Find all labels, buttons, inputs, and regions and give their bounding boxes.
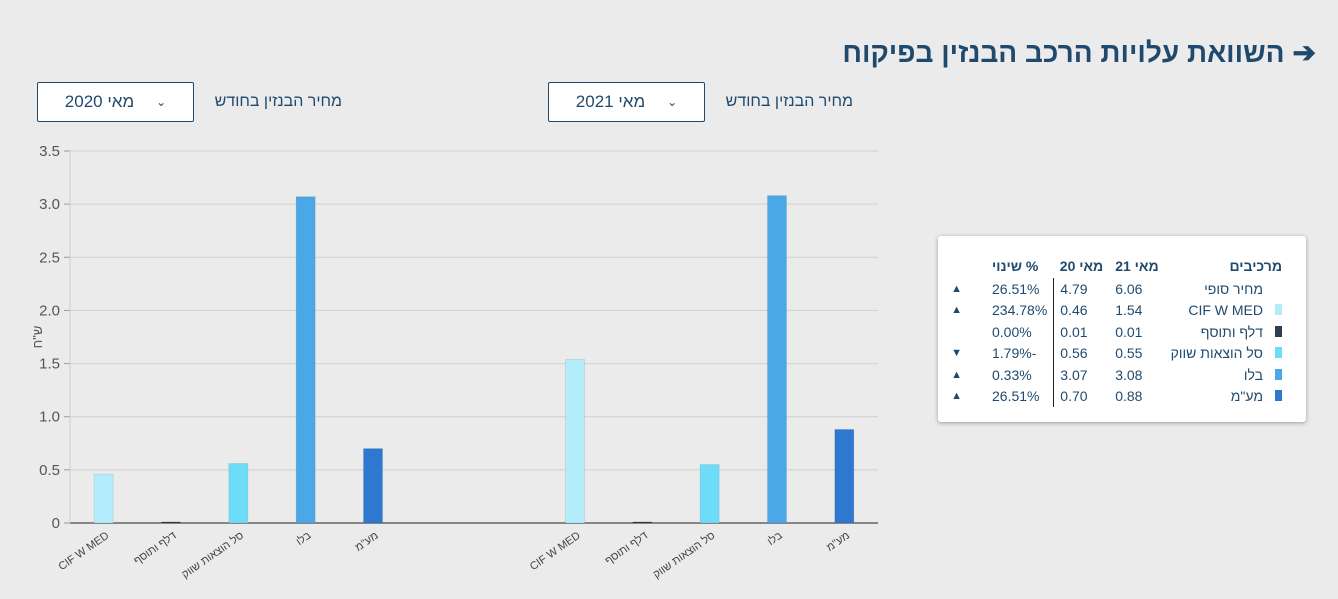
month-select-current[interactable]: מאי 2021 ⌄ — [548, 82, 705, 122]
legend-row: דלף ותוסף 0.01 0.01 0.00% — [941, 321, 1288, 343]
bar[interactable] — [699, 464, 720, 524]
x-tick-label: CIF W MED — [528, 530, 583, 574]
y-tick-label: 0.5 — [39, 462, 60, 479]
month-label-compare: מחיר הבנזין בחודש — [214, 93, 342, 110]
bar[interactable] — [295, 196, 316, 524]
bar[interactable] — [834, 428, 855, 524]
legend-row: מע"מ 0.88 0.70 26.51% ▲ — [941, 385, 1288, 408]
x-tick-label: CIF W MED — [56, 530, 111, 574]
header-change: % שינוי — [992, 258, 1039, 274]
arrow-right-icon[interactable]: ➔ — [1292, 37, 1316, 68]
legend-row: בלו 3.08 3.07 0.33% ▲ — [941, 364, 1288, 386]
change-percent: 234.78% — [992, 302, 1048, 319]
bar[interactable] — [632, 521, 653, 524]
selected-value: מאי 2020 — [64, 92, 135, 111]
title-text: השוואת עלויות הרכב הבנזין בפיקוח — [842, 37, 1285, 68]
triangle-up-icon: ▲ — [951, 368, 962, 381]
bar[interactable] — [363, 448, 383, 524]
y-tick-label: 2.0 — [39, 302, 60, 319]
value-may21: 3.08 — [1115, 366, 1143, 383]
bar[interactable] — [93, 473, 114, 524]
value-may21: 6.06 — [1115, 280, 1143, 297]
color-swatch — [1269, 386, 1288, 408]
change-percent: 0.33% — [992, 366, 1032, 383]
value-may21: 0.88 — [1115, 388, 1143, 405]
y-tick-label: 1.0 — [39, 409, 60, 426]
x-tick-label: סל הוצאות שווק — [179, 529, 246, 581]
x-tick-label: מע"מ — [353, 530, 381, 554]
change-percent: 0.00% — [992, 323, 1032, 340]
selected-value: מאי 2021 — [575, 92, 646, 111]
color-swatch — [1269, 300, 1288, 322]
month-label-current: מחיר הבנזין בחודש — [725, 93, 853, 110]
bar[interactable] — [161, 521, 181, 524]
value-may20: 0.01 — [1053, 321, 1110, 343]
x-tick-label: בלו — [294, 529, 314, 549]
legend-row: CIF W MED 1.54 0.46 234.78% ▲ — [941, 299, 1288, 322]
value-may20: 4.79 — [1053, 278, 1110, 300]
component-name: דלף ותוסף — [1200, 323, 1263, 340]
x-tick-label: דלף ותוסף — [131, 529, 179, 568]
x-tick-label: בלו — [765, 529, 785, 549]
triangle-down-icon: ▼ — [951, 347, 962, 360]
value-may21: 1.54 — [1115, 302, 1143, 319]
component-name: מע"מ — [1230, 388, 1263, 405]
change-percent: 26.51% — [992, 280, 1040, 297]
change-percent: -1.79% — [992, 345, 1037, 362]
x-tick-label: דלף ותוסף — [603, 529, 651, 568]
no-change — [941, 321, 968, 343]
page-title: ➔השוואת עלויות הרכב הבנזין בפיקוח — [842, 36, 1316, 69]
x-tick-label: סל הוצאות שווק — [650, 529, 717, 581]
color-swatch — [1269, 364, 1288, 386]
component-name: בלו — [1243, 366, 1263, 383]
value-may20: 3.07 — [1053, 364, 1110, 386]
x-tick-label: מע"מ — [824, 530, 852, 554]
color-swatch — [1269, 278, 1288, 300]
bar-chart: 0 0.5 1.0 1.5 2.0 2.5 3.0 3.5 ש"ח CIF W MED דלף ות… — [30, 143, 878, 581]
component-name: מחיר סופי — [1204, 280, 1263, 297]
value-may20: 0.46 — [1053, 299, 1110, 321]
color-swatch — [1269, 321, 1288, 343]
y-tick-label: 0 — [52, 515, 60, 532]
bar[interactable] — [767, 195, 787, 524]
value-may21: 0.01 — [1115, 323, 1143, 340]
bar[interactable] — [228, 462, 249, 524]
legend-row: סל הוצאות שווק 0.55 0.56 -1.79% ▼ — [941, 342, 1288, 365]
legend-table: מרכיבים מאי 21 מאי 20 % שינוי מחיר סופי … — [938, 236, 1306, 422]
triangle-up-icon: ▲ — [951, 390, 962, 403]
color-swatch — [1269, 343, 1288, 365]
y-tick-label: 2.5 — [39, 249, 60, 266]
bar[interactable] — [565, 358, 585, 524]
triangle-up-icon: ▲ — [951, 282, 962, 295]
y-tick-label: 3.0 — [39, 196, 60, 213]
triangle-up-icon: ▲ — [951, 304, 962, 317]
header-components: מרכיבים — [1229, 258, 1283, 274]
legend-row: מחיר סופי 6.06 4.79 26.51% ▲ — [941, 278, 1288, 300]
y-axis-label: ש"ח — [30, 326, 45, 349]
value-may21: 0.55 — [1115, 345, 1143, 362]
component-name: CIF W MED — [1188, 302, 1263, 319]
change-percent: 26.51% — [992, 388, 1040, 405]
value-may20: 0.70 — [1053, 385, 1110, 407]
header-may21: מאי 21 — [1115, 258, 1159, 274]
value-may20: 0.56 — [1053, 342, 1110, 364]
month-select-compare[interactable]: מאי 2020 ⌄ — [37, 82, 194, 122]
component-name: סל הוצאות שווק — [1170, 345, 1263, 362]
chevron-down-icon: ⌄ — [156, 95, 167, 109]
header-may20: מאי 20 — [1059, 258, 1104, 274]
y-tick-label: 3.5 — [39, 143, 60, 160]
y-tick-label: 1.5 — [39, 356, 60, 373]
chevron-down-icon: ⌄ — [667, 95, 678, 109]
